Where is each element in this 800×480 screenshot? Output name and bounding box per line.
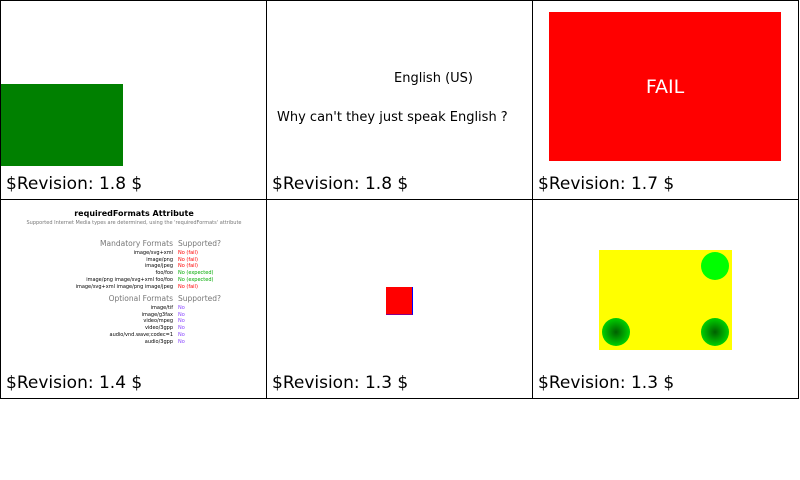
format-name: image/g3fax (141, 311, 173, 318)
gradient-circle (602, 318, 630, 346)
format-name: image/png image/svg+xml foo/foo (86, 276, 173, 283)
mandatory-header: Mandatory Formats (100, 239, 173, 248)
format-name: audio/vnd.wave;codec=1 (109, 331, 173, 338)
format-result: No (fail) (178, 263, 198, 270)
format-name: image/svg+xml (133, 250, 173, 256)
format-name: image/jpeg (144, 263, 173, 270)
format-result: No (178, 325, 185, 332)
format-result: No (178, 338, 185, 345)
revision-label: $Revision: 1.8 $ (272, 174, 409, 194)
format-result: No (fail) (178, 250, 198, 256)
format-name: video/mpeg (143, 318, 173, 325)
format-name: image/png (146, 256, 173, 263)
format-result: No (fail) (178, 283, 198, 290)
format-name: audio/3gpp (144, 338, 173, 345)
format-result: No (fail) (178, 256, 198, 263)
format-result: No (expected) (178, 276, 214, 283)
test-cell-1: $Revision: 1.8 $ (0, 0, 267, 200)
format-result: No (178, 305, 185, 311)
green-rect (1, 84, 123, 166)
test-cell-3: FAIL $Revision: 1.7 $ (532, 0, 799, 200)
formats-subtitle: Supported Internet Media types are deter… (26, 220, 242, 226)
language-label: English (US) (394, 71, 473, 86)
test-cell-6: $Revision: 1.3 $ (532, 199, 799, 399)
format-result: No (expected) (178, 270, 214, 277)
format-name: image/tif (150, 305, 173, 311)
revision-label: $Revision: 1.3 $ (538, 373, 675, 393)
revision-label: $Revision: 1.7 $ (538, 174, 675, 194)
revision-label: $Revision: 1.4 $ (6, 373, 143, 393)
supported-header: Supported? (178, 239, 222, 248)
format-result: No (178, 311, 185, 318)
message-text: Why can't they just speak English ? (277, 110, 508, 125)
optional-header: Optional Formats (108, 294, 173, 303)
supported-header-optional: Supported? (178, 294, 222, 303)
format-result: No (178, 331, 185, 338)
format-name: foo/foo (155, 270, 173, 277)
gradient-circle (701, 318, 729, 346)
formats-title: requiredFormats Attribute (74, 209, 194, 218)
test-cell-4: requiredFormats Attribute Supported Inte… (0, 199, 267, 399)
fail-box: FAIL (549, 12, 781, 161)
format-name: image/svg+xml image/png image/jpeg (75, 283, 173, 290)
format-result: No (178, 318, 185, 325)
revision-label: $Revision: 1.8 $ (6, 174, 143, 194)
format-name: video/3gpp (144, 325, 173, 332)
test-cell-5: $Revision: 1.3 $ (266, 199, 533, 399)
revision-label: $Revision: 1.3 $ (272, 373, 409, 393)
green-circle (701, 252, 729, 280)
red-square (386, 287, 413, 315)
test-cell-2: English (US) Why can't they just speak E… (266, 0, 533, 200)
